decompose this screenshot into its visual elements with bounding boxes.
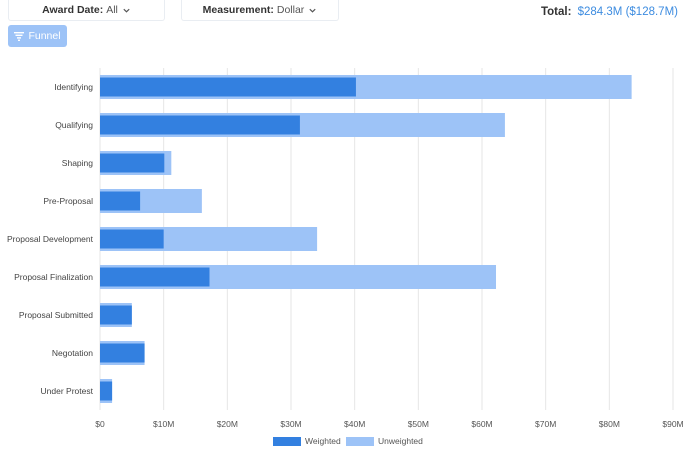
x-tick-label: $0 <box>95 419 105 429</box>
weighted-bar <box>100 305 132 325</box>
funnel-button[interactable]: Funnel <box>8 25 67 47</box>
x-tick-label: $20M <box>217 419 238 429</box>
x-tick-labels: $0 $10M $20M $30M $40M $50M $60M $70M $80M $90M <box>95 419 683 429</box>
category-label: Pre-Proposal <box>43 196 93 206</box>
legend-swatch-unweighted <box>346 437 374 446</box>
category-label: Negotation <box>52 348 93 358</box>
chart-legend: Weighted Unweighted <box>273 436 423 446</box>
weighted-bar <box>100 229 164 249</box>
weighted-bar <box>100 267 210 287</box>
measurement-filter-value: Dollar <box>276 4 305 16</box>
award-date-filter[interactable]: Award Date: All <box>8 0 165 21</box>
funnel-button-label: Funnel <box>28 30 61 42</box>
x-tick-label: $90M <box>662 419 683 429</box>
chevron-down-icon <box>123 8 130 13</box>
weighted-bar <box>100 191 141 211</box>
legend-swatch-weighted <box>273 437 301 446</box>
weighted-bar <box>100 381 113 401</box>
award-date-filter-label: Award Date: <box>42 4 104 16</box>
category-label: Identifying <box>54 82 93 92</box>
x-tick-label: $50M <box>408 419 429 429</box>
category-label: Shaping <box>62 158 93 168</box>
x-tick-label: $40M <box>344 419 365 429</box>
total-label: Total: <box>540 6 572 18</box>
x-tick-label: $10M <box>153 419 174 429</box>
measurement-filter[interactable]: Measurement: Dollar <box>181 0 339 21</box>
chevron-down-icon <box>309 8 316 13</box>
x-tick-label: $80M <box>599 419 620 429</box>
category-label: Proposal Finalization <box>14 272 93 282</box>
funnel-icon <box>14 32 25 41</box>
weighted-bar <box>100 343 145 363</box>
award-date-filter-value: All <box>106 4 118 16</box>
x-tick-label: $60M <box>471 419 492 429</box>
legend-label-unweighted: Unweighted <box>378 436 423 446</box>
measurement-filter-label: Measurement: <box>202 4 274 16</box>
x-tick-label: $30M <box>280 419 301 429</box>
category-label: Proposal Development <box>7 234 94 244</box>
total-value: $284.3M ($128.7M) <box>577 6 678 18</box>
weighted-bar <box>100 153 165 173</box>
category-label: Proposal Submitted <box>19 310 93 320</box>
category-label: Qualifying <box>55 120 93 130</box>
weighted-bars <box>100 77 356 401</box>
x-tick-label: $70M <box>535 419 556 429</box>
category-labels: Identifying Qualifying Shaping Pre-Proposal… <box>7 82 94 396</box>
legend-label-weighted: Weighted <box>305 436 341 446</box>
weighted-bar <box>100 77 356 97</box>
weighted-bar <box>100 115 300 135</box>
category-label: Under Protest <box>41 386 94 396</box>
total-summary: Total: $284.3M ($128.7M) <box>541 6 678 18</box>
